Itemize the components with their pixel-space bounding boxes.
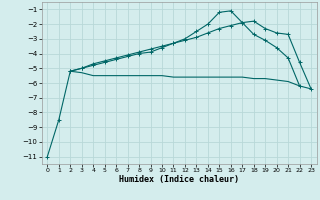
X-axis label: Humidex (Indice chaleur): Humidex (Indice chaleur) [119, 175, 239, 184]
